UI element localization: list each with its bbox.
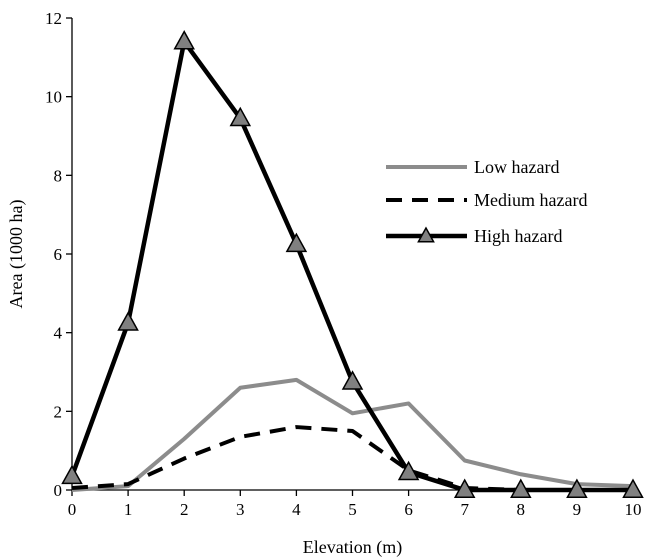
data-point-marker	[622, 478, 644, 498]
y-tick-label: 12	[45, 9, 62, 28]
data-point-marker	[285, 232, 308, 253]
x-tick-label: 6	[404, 500, 413, 519]
legend-label-2: High hazard	[474, 226, 562, 246]
x-tick-label: 2	[180, 500, 189, 519]
x-tick-label: 9	[573, 500, 582, 519]
x-tick-label: 7	[460, 500, 469, 519]
data-point-marker	[566, 478, 588, 498]
x-tick-label: 1	[124, 500, 133, 519]
y-tick-label: 4	[54, 324, 63, 343]
y-axis-title: Area (1000 ha)	[6, 200, 27, 309]
x-tick-label: 3	[236, 500, 245, 519]
legend-marker	[417, 226, 435, 243]
x-tick-label: 0	[68, 500, 77, 519]
x-tick-label: 4	[292, 500, 301, 519]
legend: Low hazard Medium hazard High hazard	[386, 157, 587, 246]
data-point-marker	[453, 478, 476, 498]
x-tick-label: 10	[625, 500, 642, 519]
series-group	[61, 30, 644, 498]
data-point-marker	[117, 311, 139, 331]
x-axis-title: Elevation (m)	[303, 537, 402, 558]
x-tick-label: 5	[348, 500, 357, 519]
data-point-marker	[510, 478, 532, 498]
data-point-marker	[229, 106, 252, 127]
series-line-1	[71, 425, 633, 492]
y-tick-label: 6	[54, 245, 63, 264]
data-point-marker	[397, 460, 420, 481]
axes	[71, 18, 633, 491]
y-tick-label: 0	[54, 481, 63, 500]
series-line-0	[71, 377, 634, 492]
data-point-marker	[61, 464, 83, 485]
y-tick-label: 2	[54, 402, 63, 421]
legend-label-1: Medium hazard	[474, 190, 587, 210]
data-point-marker	[173, 30, 195, 50]
data-point-marker	[341, 370, 364, 390]
legend-label-0: Low hazard	[474, 157, 559, 177]
y-tick-label: 8	[54, 166, 63, 185]
x-tick-label: 8	[517, 500, 526, 519]
y-tick-label: 10	[45, 88, 62, 107]
series-line-2	[69, 39, 633, 493]
